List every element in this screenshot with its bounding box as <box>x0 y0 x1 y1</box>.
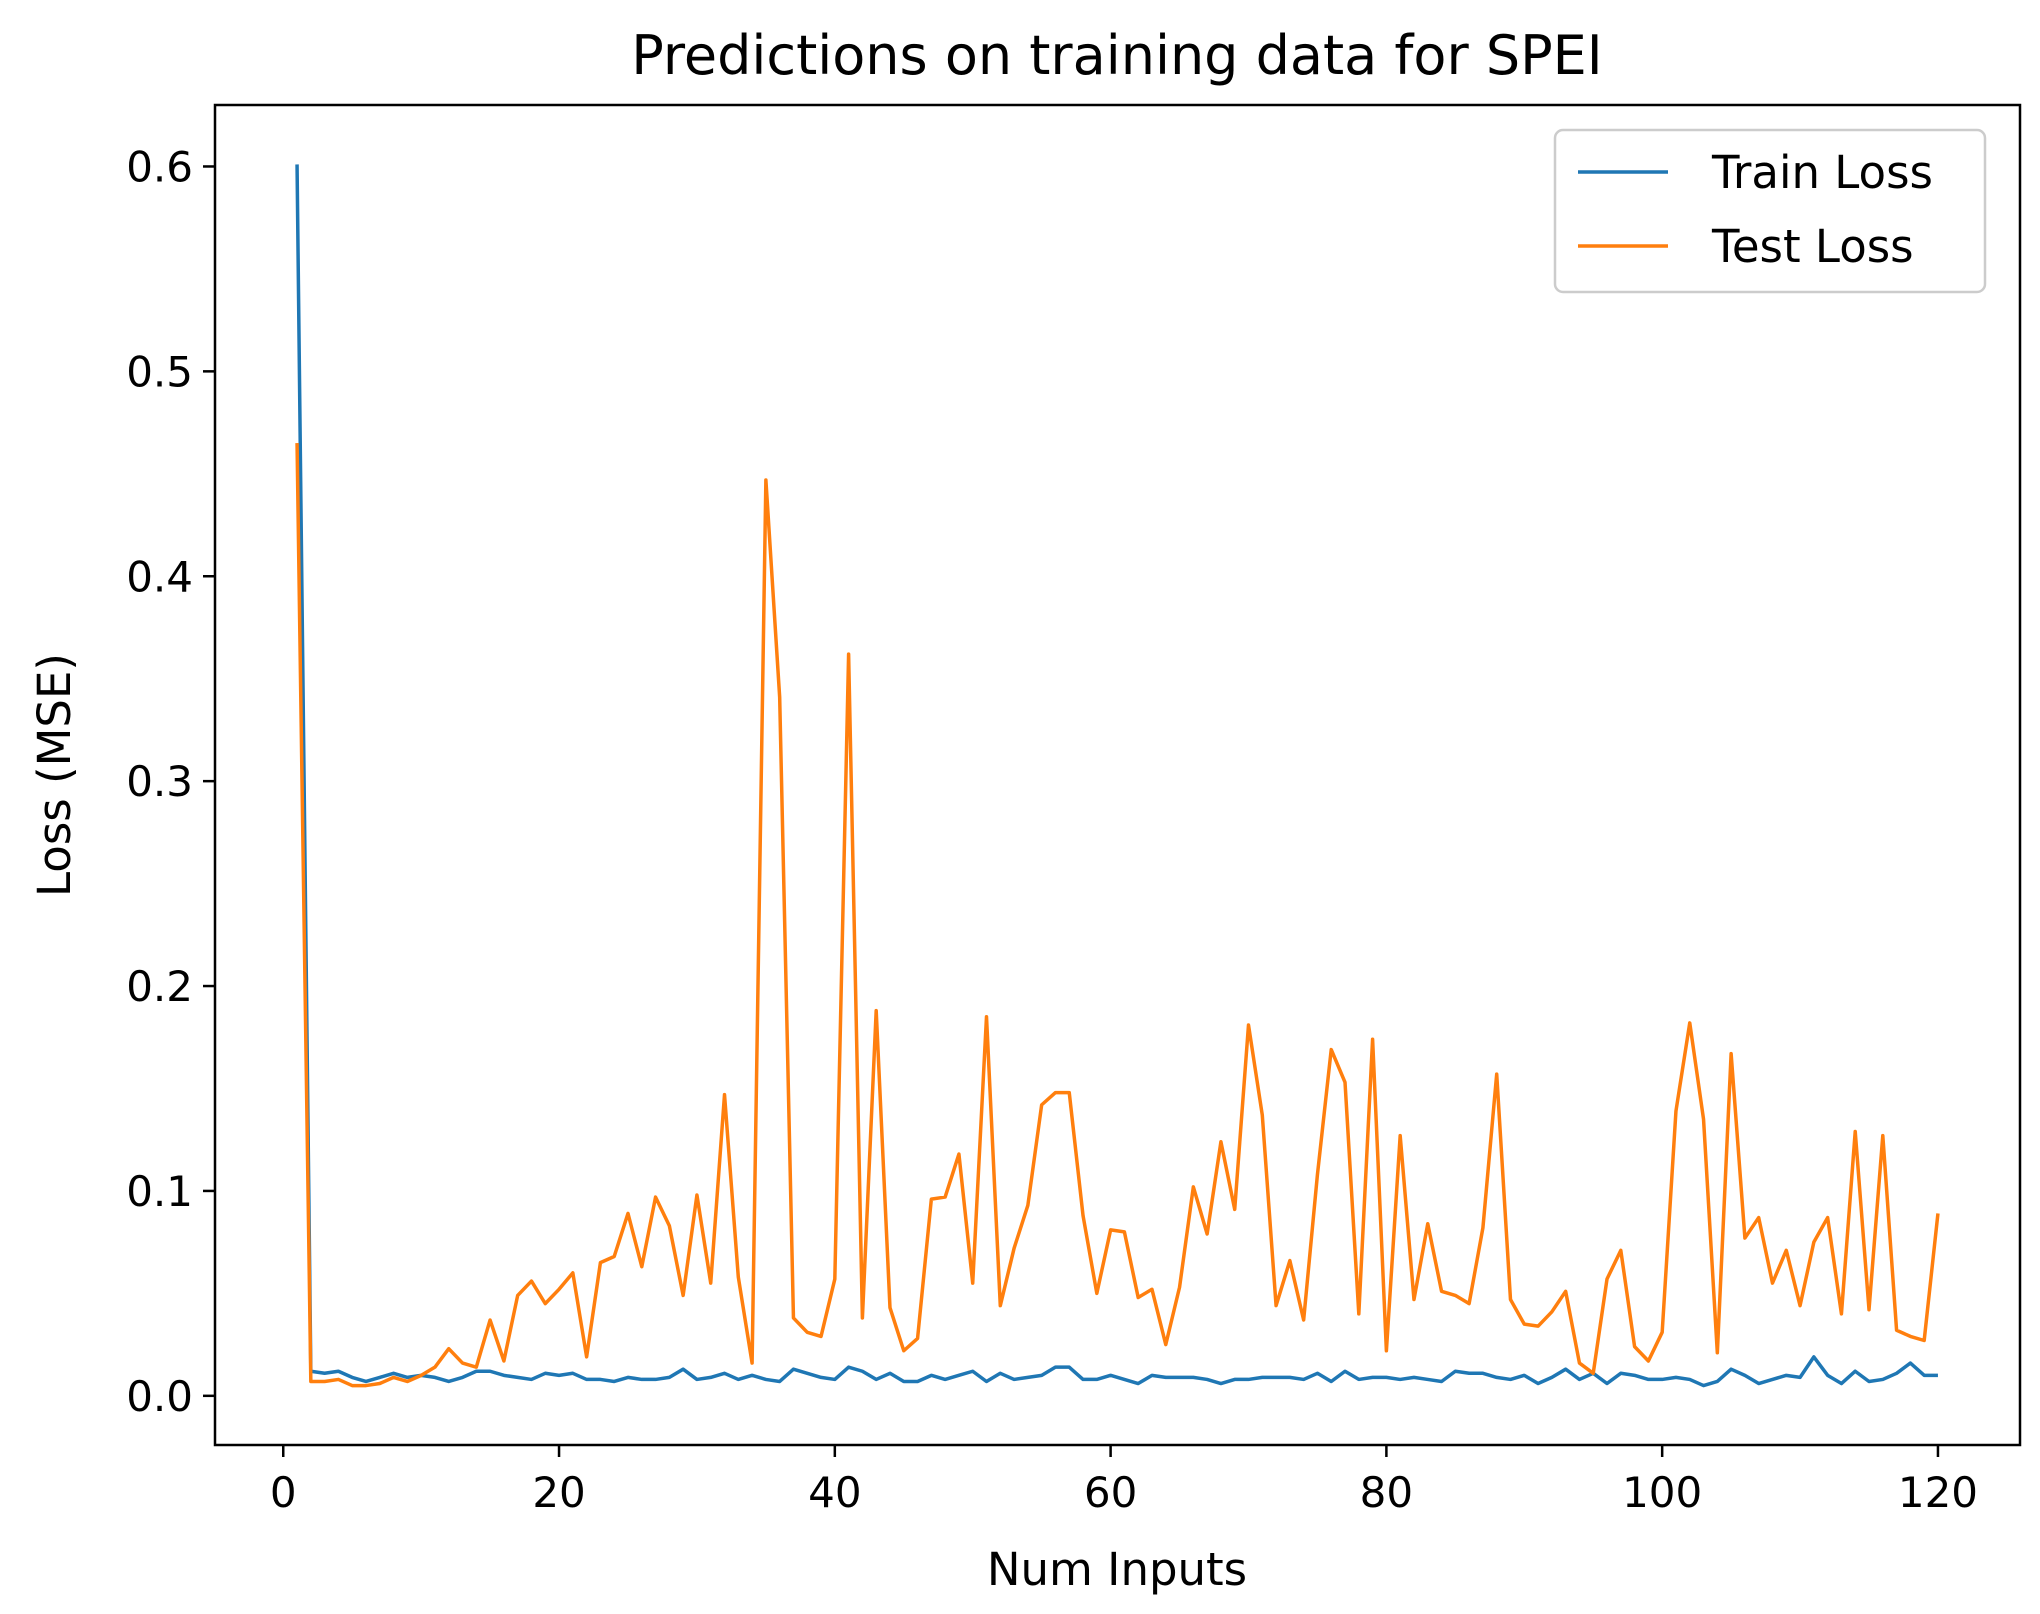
y-tick-label: 0.0 <box>126 1372 193 1421</box>
x-tick-label: 0 <box>270 1468 297 1517</box>
legend: Train Loss Test Loss <box>1553 128 1987 294</box>
y-tick-label: 0.4 <box>126 552 193 601</box>
x-axis-label: Num Inputs <box>987 1543 1247 1596</box>
x-tick-label: 100 <box>1622 1468 1702 1517</box>
legend-label-train-loss: Train Loss <box>1711 146 1933 199</box>
series-line-train-loss <box>295 164 1938 1388</box>
y-tick-label: 0.3 <box>126 757 193 806</box>
plot-frame <box>213 103 2022 1447</box>
y-tick-label: 0.1 <box>126 1167 193 1216</box>
y-axis-label: Loss (MSE) <box>28 653 81 897</box>
x-tick-label: 80 <box>1360 1468 1413 1517</box>
series-layer <box>295 164 1940 1388</box>
plot-area <box>215 105 2020 1445</box>
x-tick-label: 60 <box>1084 1468 1137 1517</box>
y-tick-label: 0.2 <box>126 962 193 1011</box>
y-tick-label: 0.6 <box>126 142 193 191</box>
y-axis-ticks: 0.0 0.1 0.2 0.3 0.4 0.5 0.6 <box>126 142 215 1421</box>
x-tick-label: 40 <box>808 1468 861 1517</box>
legend-label-test-loss: Test Loss <box>1711 220 1914 273</box>
x-tick-label: 20 <box>532 1468 585 1517</box>
x-tick-label: 120 <box>1898 1468 1978 1517</box>
series-line-test-loss <box>295 443 1940 1388</box>
x-axis-ticks: 0 20 40 60 80 100 120 <box>270 1445 1978 1517</box>
y-tick-label: 0.5 <box>126 347 193 396</box>
chart-title: Predictions on training data for SPEI <box>631 24 1602 87</box>
